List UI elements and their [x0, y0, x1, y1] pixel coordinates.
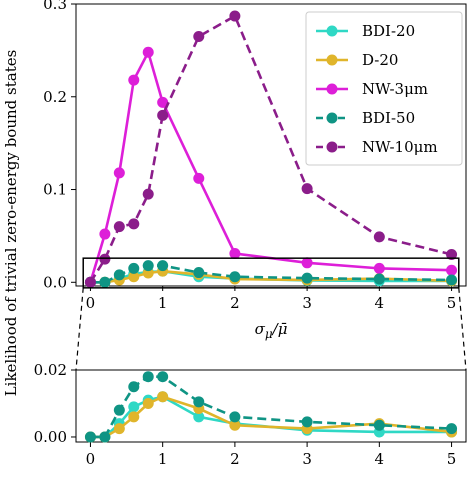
main-point [229, 271, 241, 283]
inset-plot-area [75, 369, 467, 443]
main-point [128, 218, 140, 230]
main-point [446, 264, 458, 276]
main-point [113, 269, 125, 281]
main-point [113, 167, 125, 179]
main-y-tick-label: 0.3 [43, 0, 67, 13]
inset-x-tick-label: 2 [230, 450, 240, 468]
main-x-tick-label: 1 [158, 294, 168, 312]
main-point [99, 253, 111, 265]
main-y-tick-label: 0.0 [43, 273, 67, 291]
main-x-tick-label: 0 [86, 294, 96, 312]
main-point [301, 272, 313, 284]
main-point [157, 96, 169, 108]
zoom-connector-left [75, 287, 84, 371]
inset-x-tick-label: 4 [375, 450, 385, 468]
inset-point [193, 411, 205, 423]
inset-point [157, 391, 169, 403]
main-series-group [84, 10, 458, 288]
main-point [128, 74, 140, 86]
main-point [446, 248, 458, 260]
inset-point [229, 411, 241, 423]
legend-marker [326, 83, 338, 95]
main-point [229, 248, 241, 260]
inset-point [446, 423, 458, 435]
inset-series-group [84, 371, 458, 443]
main-point [99, 228, 111, 240]
inset-x-tick-label: 5 [447, 450, 457, 468]
inset-point [142, 397, 154, 409]
main-point [301, 183, 313, 195]
legend-marker [326, 54, 338, 66]
main-point [373, 262, 385, 274]
main-axis-ticks: 0 1 2 3 4 5 0.0 0.1 0.2 0.3 [43, 0, 456, 312]
main-point [113, 221, 125, 233]
main-y-tick-label: 0.1 [43, 181, 67, 199]
main-y-tick-label: 0.2 [43, 88, 67, 106]
legend-marker [326, 25, 338, 37]
main-x-tick-label: 5 [447, 294, 457, 312]
legend-label: BDI-50 [362, 109, 415, 127]
main-point [301, 257, 313, 269]
main-point [128, 262, 140, 274]
legend-marker [326, 141, 338, 153]
inset-point [373, 419, 385, 431]
main-point [229, 10, 241, 22]
inset-point [301, 416, 313, 428]
inset-x-tick-label: 1 [158, 450, 168, 468]
main-point [157, 260, 169, 272]
main-point [193, 267, 205, 279]
inset-point [84, 431, 96, 443]
inset-axis-ticks: 0 1 2 3 4 5 0.00 0.02 [34, 361, 457, 468]
main-x-tick-label: 3 [302, 294, 312, 312]
main-point [446, 274, 458, 286]
main-point [128, 271, 140, 283]
inset-point [128, 381, 140, 393]
main-point [193, 30, 205, 42]
main-point [84, 276, 96, 288]
main-point [193, 172, 205, 184]
main-point [157, 109, 169, 121]
legend-label: D-20 [362, 51, 398, 69]
main-point [142, 46, 154, 58]
inset-point [193, 396, 205, 408]
legend-label: BDI-20 [362, 22, 415, 40]
inset-point [128, 411, 140, 423]
inset-point [157, 371, 169, 383]
main-point [373, 273, 385, 285]
legend: BDI-20 D-20 NW-3μm BDI-50 NW-10μm [305, 11, 463, 166]
x-axis-label: σμ/μ̄ [255, 320, 288, 341]
inset-point [229, 419, 241, 431]
main-point [373, 231, 385, 243]
zoom-region-box [82, 257, 460, 289]
y-axis-label: Likelihood of trivial zero-energy bound … [2, 50, 20, 397]
inset-x-tick-label: 3 [302, 450, 312, 468]
legend-label: NW-3μm [362, 80, 428, 98]
main-point [99, 276, 111, 288]
legend-label: NW-10μm [362, 138, 438, 156]
zoom-connector-right [458, 287, 467, 371]
main-x-tick-label: 4 [375, 294, 385, 312]
inset-point [113, 423, 125, 435]
inset-x-tick-label: 0 [86, 450, 96, 468]
inset-point [128, 401, 140, 413]
inset-point [142, 371, 154, 383]
inset-point [99, 431, 111, 443]
legend-box [305, 11, 463, 166]
legend-marker [326, 112, 338, 124]
inset-point [113, 404, 125, 416]
main-x-tick-label: 2 [230, 294, 240, 312]
main-plot-area [75, 3, 467, 287]
main-point [142, 188, 154, 200]
inset-y-tick-label: 0.02 [34, 361, 67, 379]
main-point [142, 260, 154, 272]
inset-y-tick-label: 0.00 [34, 428, 67, 446]
